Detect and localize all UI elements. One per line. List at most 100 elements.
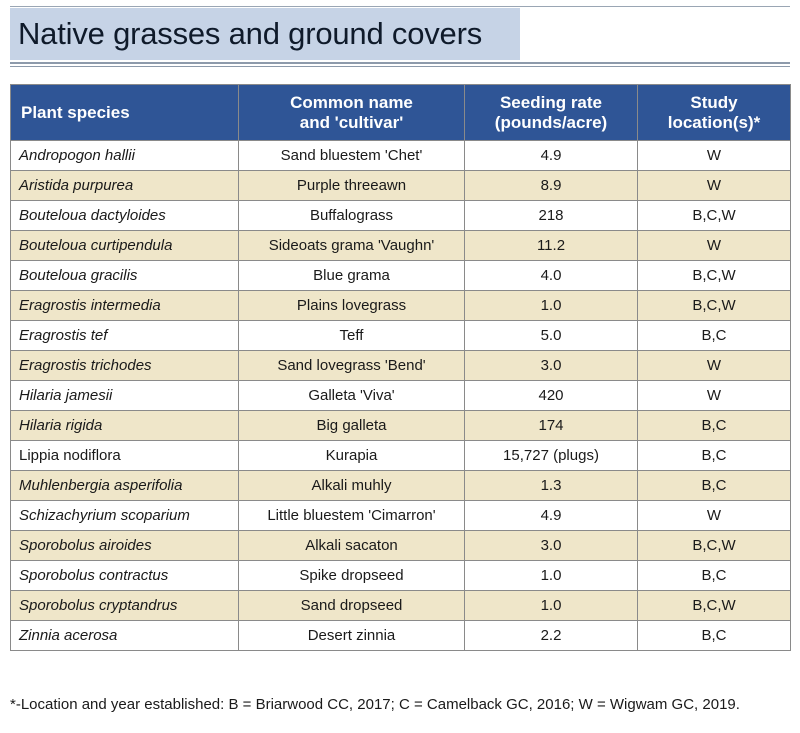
location-cell: W — [637, 170, 791, 201]
table-row: Andropogon hallii Sand bluestem 'Chet' 4… — [10, 140, 791, 171]
title-rule-thin — [10, 66, 790, 67]
species-cell: Sporobolus contractus — [10, 560, 239, 591]
seeding-rate-cell: 3.0 — [464, 530, 638, 561]
header-common-name: Common name and 'cultivar' — [238, 84, 465, 141]
location-cell: W — [637, 230, 791, 261]
location-cell: W — [637, 500, 791, 531]
species-cell: Sporobolus airoides — [10, 530, 239, 561]
location-cell: B,C,W — [637, 200, 791, 231]
common-name-cell: Desert zinnia — [238, 620, 465, 651]
seeding-rate-cell: 15,727 (plugs) — [464, 440, 638, 471]
table-row: Hilaria jamesii Galleta 'Viva' 420 W — [10, 380, 791, 411]
common-name-cell: Plains lovegrass — [238, 290, 465, 321]
common-name-cell: Sand lovegrass 'Bend' — [238, 350, 465, 381]
species-cell: Eragrostis tef — [10, 320, 239, 351]
seeding-rate-cell: 4.9 — [464, 500, 638, 531]
species-cell: Hilaria rigida — [10, 410, 239, 441]
header-loc-line1: Study — [690, 92, 738, 112]
seeding-rate-cell: 5.0 — [464, 320, 638, 351]
header-seeding-rate: Seeding rate (pounds/acre) — [464, 84, 638, 141]
table-row: Lippia nodiflora Kurapia 15,727 (plugs) … — [10, 440, 791, 471]
seeding-rate-cell: 1.0 — [464, 560, 638, 591]
common-name-cell: Spike dropseed — [238, 560, 465, 591]
seeding-rate-cell: 1.0 — [464, 590, 638, 621]
location-cell: B,C — [637, 440, 791, 471]
species-cell: Zinnia acerosa — [10, 620, 239, 651]
common-name-cell: Blue grama — [238, 260, 465, 291]
location-cell: B,C — [637, 410, 791, 441]
location-cell: B,C,W — [637, 290, 791, 321]
species-cell: Bouteloua curtipendula — [10, 230, 239, 261]
header-study-location: Study location(s)* — [637, 84, 791, 141]
seeding-rate-cell: 218 — [464, 200, 638, 231]
common-name-cell: Alkali sacaton — [238, 530, 465, 561]
seeding-rate-cell: 1.3 — [464, 470, 638, 501]
common-name-cell: Sand bluestem 'Chet' — [238, 140, 465, 171]
top-rule — [10, 6, 790, 7]
seeding-rate-cell: 11.2 — [464, 230, 638, 261]
location-cell: W — [637, 350, 791, 381]
species-cell: Bouteloua dactyloides — [10, 200, 239, 231]
location-cell: B,C — [637, 470, 791, 501]
header-common-line2: and 'cultivar' — [299, 112, 404, 132]
location-cell: B,C,W — [637, 530, 791, 561]
species-cell: Sporobolus cryptandrus — [10, 590, 239, 621]
location-cell: B,C,W — [637, 590, 791, 621]
species-cell: Lippia nodiflora — [10, 440, 239, 471]
seeding-rate-cell: 8.9 — [464, 170, 638, 201]
footnote: *-Location and year established: B = Bri… — [10, 696, 740, 713]
location-cell: W — [637, 140, 791, 171]
header-rate-line1: Seeding rate — [499, 92, 603, 112]
species-cell: Schizachyrium scoparium — [10, 500, 239, 531]
table-row: Eragrostis tef Teff 5.0 B,C — [10, 320, 791, 351]
title-rule — [10, 62, 790, 64]
common-name-cell: Purple threeawn — [238, 170, 465, 201]
table-row: Bouteloua curtipendula Sideoats grama 'V… — [10, 230, 791, 261]
header-species: Plant species — [10, 84, 239, 141]
seeding-rate-cell: 4.9 — [464, 140, 638, 171]
table-row: Aristida purpurea Purple threeawn 8.9 W — [10, 170, 791, 201]
table-row: Eragrostis trichodes Sand lovegrass 'Ben… — [10, 350, 791, 381]
seeding-rate-cell: 420 — [464, 380, 638, 411]
page-title: Native grasses and ground covers — [18, 16, 483, 51]
title-box: Native grasses and ground covers — [10, 8, 520, 60]
location-cell: B,C — [637, 560, 791, 591]
species-cell: Eragrostis intermedia — [10, 290, 239, 321]
table-row: Hilaria rigida Big galleta 174 B,C — [10, 410, 791, 441]
table-row: Sporobolus contractus Spike dropseed 1.0… — [10, 560, 791, 591]
table-row: Sporobolus airoides Alkali sacaton 3.0 B… — [10, 530, 791, 561]
common-name-cell: Big galleta — [238, 410, 465, 441]
seeding-rate-cell: 2.2 — [464, 620, 638, 651]
seeding-rate-cell: 1.0 — [464, 290, 638, 321]
table-row: Bouteloua gracilis Blue grama 4.0 B,C,W — [10, 260, 791, 291]
common-name-cell: Buffalograss — [238, 200, 465, 231]
common-name-cell: Galleta 'Viva' — [238, 380, 465, 411]
species-cell: Andropogon hallii — [10, 140, 239, 171]
location-cell: B,C — [637, 320, 791, 351]
common-name-cell: Alkali muhly — [238, 470, 465, 501]
common-name-cell: Sand dropseed — [238, 590, 465, 621]
species-cell: Eragrostis trichodes — [10, 350, 239, 381]
seeding-rate-cell: 174 — [464, 410, 638, 441]
table-row: Schizachyrium scoparium Little bluestem … — [10, 500, 791, 531]
species-cell: Aristida purpurea — [10, 170, 239, 201]
species-table: Plant species Common name and 'cultivar'… — [10, 84, 791, 651]
header-common-line1: Common name — [290, 92, 413, 112]
header-loc-line2: location(s)* — [667, 112, 761, 132]
common-name-cell: Kurapia — [238, 440, 465, 471]
header-rate-line2: (pounds/acre) — [494, 112, 608, 132]
species-cell: Muhlenbergia asperifolia — [10, 470, 239, 501]
species-cell: Hilaria jamesii — [10, 380, 239, 411]
table-row: Bouteloua dactyloides Buffalograss 218 B… — [10, 200, 791, 231]
species-cell: Bouteloua gracilis — [10, 260, 239, 291]
table-header-row: Plant species Common name and 'cultivar'… — [10, 84, 791, 141]
table-row: Sporobolus cryptandrus Sand dropseed 1.0… — [10, 590, 791, 621]
table-row: Eragrostis intermedia Plains lovegrass 1… — [10, 290, 791, 321]
seeding-rate-cell: 4.0 — [464, 260, 638, 291]
common-name-cell: Teff — [238, 320, 465, 351]
table-row: Muhlenbergia asperifolia Alkali muhly 1.… — [10, 470, 791, 501]
seeding-rate-cell: 3.0 — [464, 350, 638, 381]
common-name-cell: Little bluestem 'Cimarron' — [238, 500, 465, 531]
table-row: Zinnia acerosa Desert zinnia 2.2 B,C — [10, 620, 791, 651]
common-name-cell: Sideoats grama 'Vaughn' — [238, 230, 465, 261]
